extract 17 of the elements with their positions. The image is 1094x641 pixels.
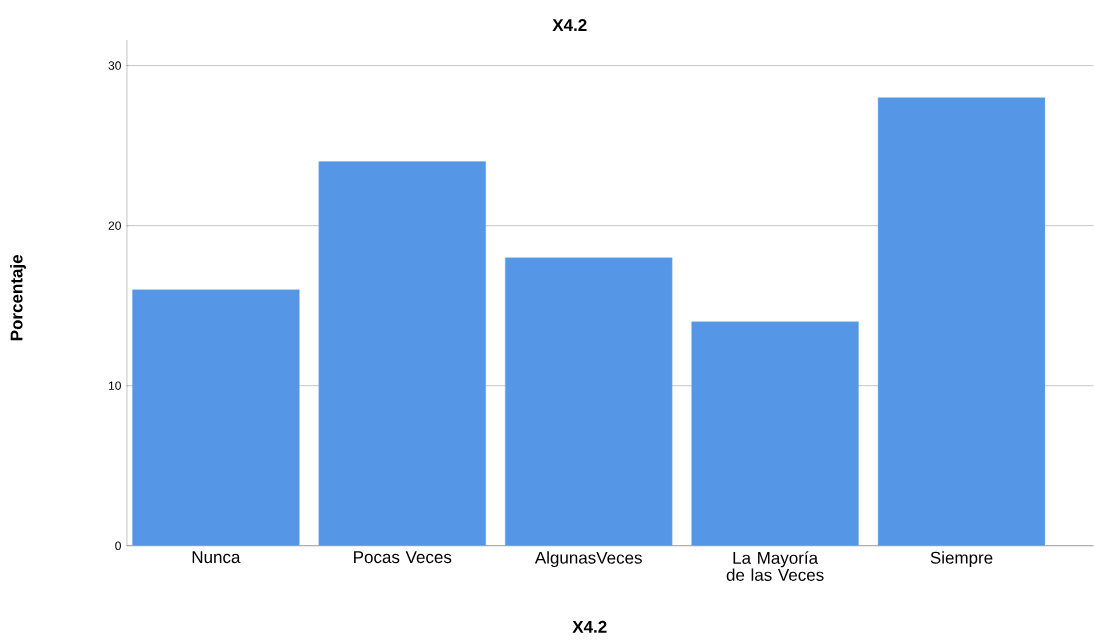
y-axis-title: Porcentaje xyxy=(10,255,26,341)
x-axis-title: X4.2 xyxy=(572,620,607,633)
x-tick-label: AlgunasVeces xyxy=(534,551,642,568)
y-tick-label: 30 xyxy=(108,61,121,70)
chart-title: X4.2 xyxy=(552,19,587,32)
x-tick-label: Siempre xyxy=(930,551,993,568)
bar xyxy=(505,257,673,546)
x-tick-label: Pocas Veces xyxy=(354,551,452,564)
y-tick-label: 0 xyxy=(115,541,121,551)
y-tick-label: 10 xyxy=(108,381,121,391)
x-tick-label: Nunca xyxy=(192,551,241,564)
x-tick-label: La Mayoría de las Veces xyxy=(726,551,824,582)
bar xyxy=(877,97,1046,546)
bar xyxy=(318,161,486,546)
bar xyxy=(691,321,859,546)
bar xyxy=(132,289,300,546)
y-tick-label: 20 xyxy=(108,221,121,231)
